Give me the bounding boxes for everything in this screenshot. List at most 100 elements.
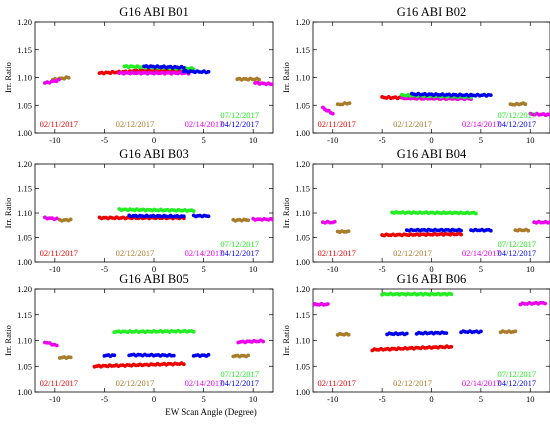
panel-4: G16 ABI B04 -10 -5 0 5 10 1.00 1.05 1.10 1.15 1.20… bbox=[281, 147, 550, 274]
legend-label-02-11-2017: 02/11/2017 bbox=[40, 119, 78, 129]
y-axis-label: Irr. Ratio bbox=[3, 198, 13, 229]
legend-label-02-12-2017: 02/12/2017 bbox=[393, 119, 432, 129]
y-tick-label: 1.00 bbox=[295, 257, 310, 267]
x-tick-label: -10 bbox=[49, 264, 60, 274]
y-tick-label: 1.15 bbox=[17, 45, 32, 55]
data-point bbox=[449, 344, 454, 349]
legend-label-04-12-2017: 04/12/2017 bbox=[497, 248, 536, 258]
x-tick-label: 10 bbox=[249, 135, 258, 145]
data-point bbox=[257, 77, 261, 82]
panel-title: G16 ABI B02 bbox=[397, 5, 466, 19]
data-point bbox=[181, 362, 186, 367]
plot-area bbox=[313, 291, 547, 353]
y-tick-label: 1.20 bbox=[295, 159, 310, 169]
legend-label-02-14-2017: 02/14/2017 bbox=[185, 378, 224, 388]
y-axis-label: Irr. Ratio bbox=[3, 325, 13, 356]
series-02-14-2017 bbox=[321, 219, 550, 225]
x-tick-label: -10 bbox=[327, 394, 338, 404]
data-point bbox=[181, 66, 186, 70]
data-point bbox=[459, 228, 463, 233]
legend-label-02-11-2017: 02/11/2017 bbox=[40, 378, 78, 388]
data-point bbox=[543, 301, 547, 306]
x-tick-label: 10 bbox=[526, 135, 535, 145]
legend-label-02-11-2017: 02/11/2017 bbox=[317, 119, 355, 129]
panel-6: G16 ABI B06 -10 -5 0 5 10 1.00 1.05 1.10 1.15 1.20… bbox=[281, 272, 550, 404]
plot-area bbox=[321, 210, 550, 238]
y-tick-label: 1.10 bbox=[17, 336, 32, 346]
legend-label-07-12-2017: 07/12/2017 bbox=[497, 369, 536, 379]
legend-label-04-12-2017: 04/12/2017 bbox=[497, 119, 536, 129]
series-02-14-2017 bbox=[43, 338, 265, 348]
legend-label-04-12-2017: 04/12/2017 bbox=[497, 378, 536, 388]
series-02-11-2017 bbox=[370, 344, 454, 353]
panel-2: G16 ABI B02 -10 -5 0 5 10 1.00 1.05 1.10 1.15 1.20… bbox=[281, 5, 550, 145]
legend-label-04-12-2017: 04/12/2017 bbox=[220, 248, 259, 258]
y-tick-label: 1.15 bbox=[295, 310, 310, 320]
data-point bbox=[271, 82, 273, 87]
series-04-12-2017 bbox=[385, 329, 483, 337]
data-point bbox=[346, 332, 351, 337]
x-tick-label: 5 bbox=[201, 264, 205, 274]
y-tick-label: 1.10 bbox=[295, 208, 310, 218]
data-point bbox=[206, 69, 211, 74]
legend-label-02-14-2017: 02/14/2017 bbox=[462, 378, 501, 388]
x-tick-label: 5 bbox=[479, 135, 483, 145]
series-02-12-2017 bbox=[57, 217, 251, 223]
series-02-14-2017 bbox=[313, 300, 547, 307]
legend-label-04-12-2017: 04/12/2017 bbox=[220, 119, 259, 129]
legend-label-02-12-2017: 02/12/2017 bbox=[116, 248, 155, 258]
data-point bbox=[404, 331, 409, 336]
data-point bbox=[523, 102, 528, 107]
y-tick-label: 1.00 bbox=[295, 387, 310, 397]
series-02-12-2017 bbox=[335, 329, 518, 337]
series-02-12-2017 bbox=[57, 353, 251, 360]
legend-label-02-14-2017: 02/14/2017 bbox=[462, 248, 501, 258]
data-point bbox=[112, 353, 117, 358]
data-point bbox=[325, 302, 330, 306]
y-tick-label: 1.20 bbox=[17, 17, 32, 27]
data-point bbox=[191, 209, 196, 214]
data-point bbox=[346, 229, 351, 234]
data-point bbox=[479, 329, 483, 334]
y-axis-label: Irr. Ratio bbox=[3, 62, 13, 93]
legend-label-07-12-2017: 07/12/2017 bbox=[220, 110, 259, 120]
x-tick-label: 10 bbox=[526, 264, 535, 274]
series-04-12-2017 bbox=[404, 227, 493, 233]
data-point bbox=[206, 352, 211, 357]
panel-title: G16 ABI B03 bbox=[119, 147, 188, 161]
x-tick-label: -5 bbox=[101, 394, 108, 404]
series-07-12-2017 bbox=[117, 207, 196, 214]
plot-area bbox=[43, 328, 265, 369]
x-axis-label: EW Scan Angle (Degree) bbox=[165, 407, 257, 417]
data-point bbox=[474, 211, 478, 216]
x-tick-label: 10 bbox=[249, 394, 258, 404]
data-point bbox=[449, 292, 454, 297]
data-point bbox=[54, 343, 59, 348]
panel-title: G16 ABI B05 bbox=[119, 272, 188, 286]
y-tick-label: 1.20 bbox=[295, 17, 310, 27]
x-tick-label: 0 bbox=[152, 264, 156, 274]
x-tick-label: 5 bbox=[201, 135, 205, 145]
series-02-14-2017 bbox=[43, 215, 273, 222]
panel-title: G16 ABI B06 bbox=[397, 272, 466, 286]
x-tick-label: -5 bbox=[101, 264, 108, 274]
series-04-12-2017 bbox=[102, 352, 211, 358]
x-tick-label: 0 bbox=[429, 264, 433, 274]
y-tick-label: 1.05 bbox=[295, 100, 310, 110]
legend-label-07-12-2017: 07/12/2017 bbox=[220, 369, 259, 379]
y-tick-label: 1.10 bbox=[17, 73, 32, 83]
legend-label-02-12-2017: 02/12/2017 bbox=[393, 248, 432, 258]
y-tick-label: 1.20 bbox=[17, 284, 32, 294]
legend-label-02-14-2017: 02/14/2017 bbox=[462, 119, 501, 129]
data-point bbox=[459, 232, 463, 237]
data-point bbox=[330, 111, 335, 116]
series-02-11-2017 bbox=[380, 231, 463, 238]
data-point bbox=[347, 101, 352, 105]
y-tick-label: 1.10 bbox=[295, 73, 310, 83]
data-point bbox=[171, 353, 176, 358]
y-tick-label: 1.05 bbox=[17, 233, 32, 243]
legend-label-02-11-2017: 02/11/2017 bbox=[317, 248, 355, 258]
data-point bbox=[488, 228, 493, 233]
data-point bbox=[191, 329, 196, 334]
